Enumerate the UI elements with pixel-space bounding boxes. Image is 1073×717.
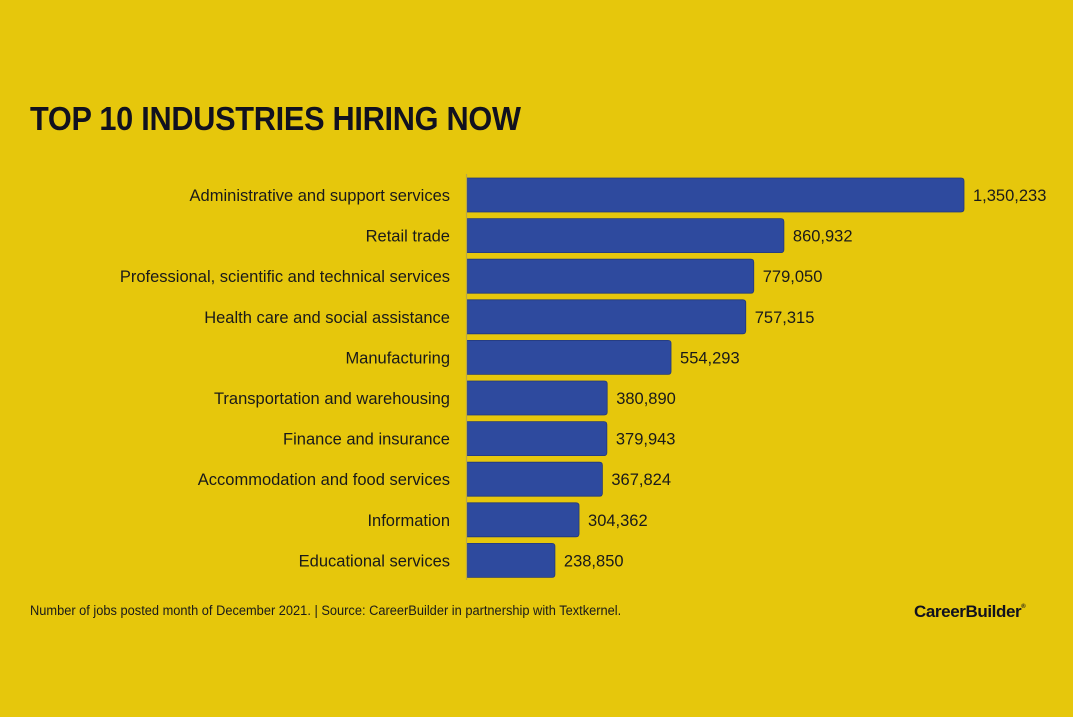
category-label: Health care and social assistance: [204, 309, 450, 327]
category-label: Transportation and warehousing: [214, 390, 450, 408]
footnote-source: Number of jobs posted month of December …: [30, 603, 622, 618]
category-label: Accommodation and food services: [198, 471, 450, 489]
logo-text: CareerBuilder: [914, 602, 1022, 621]
bar: [466, 177, 965, 213]
value-label: 379,943: [616, 431, 676, 449]
bar: [466, 461, 603, 497]
value-label: 238,850: [564, 552, 624, 570]
category-label: Professional, scientific and technical s…: [120, 268, 450, 286]
value-label: 304,362: [588, 512, 648, 530]
bar: [466, 421, 608, 456]
category-labels: Administrative and support services Retai…: [120, 187, 450, 570]
category-label: Finance and insurance: [283, 431, 450, 449]
value-labels: 1,350,233 860,932 779,050 757,315 554,293 380…: [564, 187, 1046, 570]
category-label: Information: [367, 512, 450, 530]
category-label: Administrative and support services: [190, 187, 450, 205]
bar: [466, 258, 755, 294]
value-label: 380,890: [616, 390, 676, 408]
value-label: 779,050: [763, 268, 823, 286]
registered-mark: ®: [1021, 604, 1026, 610]
bar: [466, 299, 747, 335]
bar: [466, 380, 608, 416]
value-label: 860,932: [793, 228, 853, 246]
bar: [466, 340, 672, 375]
value-label: 554,293: [680, 349, 740, 367]
bar: [466, 543, 556, 578]
careerbuilder-logo: CareerBuilder®: [914, 602, 1026, 622]
chart-title: TOP 10 INDUSTRIES HIRING NOW: [30, 100, 521, 137]
category-label: Educational services: [299, 552, 450, 570]
bars: [466, 177, 965, 578]
value-label: 757,315: [755, 309, 815, 327]
value-label: 367,824: [611, 471, 671, 489]
category-label: Retail trade: [366, 228, 450, 246]
bar: [466, 502, 580, 538]
category-label: Manufacturing: [345, 349, 450, 367]
value-label: 1,350,233: [973, 187, 1046, 205]
bar: [466, 218, 785, 253]
